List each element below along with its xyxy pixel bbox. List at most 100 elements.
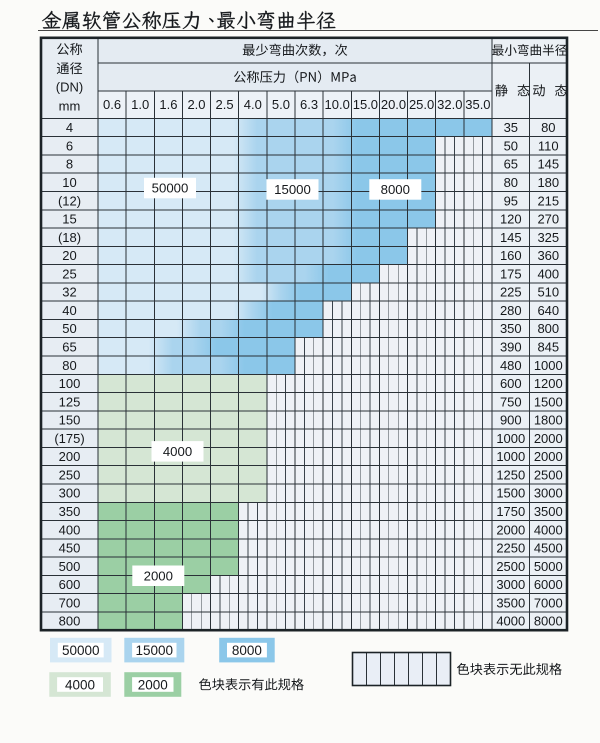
svg-text:1000: 1000: [534, 358, 563, 373]
svg-text:2000: 2000: [138, 677, 168, 692]
svg-text:32.0: 32.0: [437, 97, 462, 112]
svg-text:15: 15: [62, 212, 76, 227]
svg-text:8: 8: [66, 157, 73, 172]
svg-text:350: 350: [500, 321, 522, 336]
svg-text:400: 400: [537, 266, 559, 281]
svg-text:270: 270: [537, 212, 559, 227]
svg-text:600: 600: [59, 577, 81, 592]
svg-text:215: 215: [537, 193, 559, 208]
svg-text:35: 35: [504, 120, 518, 135]
svg-text:25: 25: [62, 266, 76, 281]
svg-text:6000: 6000: [534, 577, 563, 592]
svg-text:325: 325: [537, 230, 559, 245]
svg-text:145: 145: [500, 230, 522, 245]
svg-text:mm: mm: [59, 99, 81, 114]
svg-text:100: 100: [59, 376, 81, 391]
svg-text:1.6: 1.6: [159, 97, 177, 112]
svg-text:32: 32: [62, 285, 76, 300]
svg-text:200: 200: [59, 449, 81, 464]
svg-text:80: 80: [541, 120, 555, 135]
svg-text:4.0: 4.0: [244, 97, 262, 112]
svg-text:4000: 4000: [496, 614, 525, 629]
svg-text:35.0: 35.0: [465, 97, 490, 112]
svg-text:4000: 4000: [163, 444, 192, 459]
svg-text:160: 160: [500, 248, 522, 263]
svg-text:360: 360: [537, 248, 559, 263]
svg-text:125: 125: [59, 394, 81, 409]
svg-text:15000: 15000: [274, 182, 311, 197]
svg-text:480: 480: [500, 358, 522, 373]
svg-text:50: 50: [504, 138, 518, 153]
svg-text:50000: 50000: [152, 181, 189, 196]
svg-text:300: 300: [59, 486, 81, 501]
svg-text:2000: 2000: [534, 449, 563, 464]
svg-text:3000: 3000: [496, 577, 525, 592]
svg-text:8000: 8000: [232, 643, 262, 658]
svg-text:1000: 1000: [496, 431, 525, 446]
svg-text:250: 250: [59, 467, 81, 482]
svg-text:8000: 8000: [381, 182, 410, 197]
svg-text:390: 390: [500, 340, 522, 355]
svg-text:280: 280: [500, 303, 522, 318]
svg-text:6.3: 6.3: [300, 97, 318, 112]
svg-text:3500: 3500: [534, 504, 563, 519]
svg-text:50000: 50000: [62, 643, 100, 658]
svg-text:145: 145: [537, 157, 559, 172]
svg-text:8000: 8000: [534, 614, 563, 629]
svg-text:(DN): (DN): [56, 79, 83, 94]
svg-text:800: 800: [537, 321, 559, 336]
svg-text:4000: 4000: [65, 677, 95, 692]
svg-text:80: 80: [504, 175, 518, 190]
svg-text:6: 6: [66, 138, 73, 153]
svg-text:1500: 1500: [496, 486, 525, 501]
svg-text:2.0: 2.0: [187, 97, 205, 112]
svg-text:15.0: 15.0: [353, 97, 378, 112]
svg-text:65: 65: [62, 340, 76, 355]
svg-text:900: 900: [500, 413, 522, 428]
svg-text:2250: 2250: [496, 541, 525, 556]
svg-text:640: 640: [537, 303, 559, 318]
svg-text:150: 150: [59, 413, 81, 428]
svg-text:10.0: 10.0: [325, 97, 350, 112]
svg-text:180: 180: [537, 175, 559, 190]
svg-text:15000: 15000: [136, 643, 174, 658]
svg-text:1200: 1200: [534, 376, 563, 391]
svg-text:4500: 4500: [534, 541, 563, 556]
svg-text:1500: 1500: [534, 394, 563, 409]
svg-text:95: 95: [504, 193, 518, 208]
svg-text:700: 700: [59, 595, 81, 610]
svg-text:(12): (12): [58, 193, 81, 208]
svg-text:3000: 3000: [534, 486, 563, 501]
svg-text:450: 450: [59, 541, 81, 556]
svg-text:510: 510: [537, 285, 559, 300]
svg-text:1750: 1750: [496, 504, 525, 519]
svg-text:50: 50: [62, 321, 76, 336]
svg-text:110: 110: [538, 138, 559, 153]
svg-text:10: 10: [62, 175, 76, 190]
svg-text:1.0: 1.0: [131, 97, 149, 112]
svg-text:350: 350: [59, 504, 81, 519]
svg-text:1800: 1800: [534, 413, 563, 428]
svg-text:2500: 2500: [496, 559, 525, 574]
svg-text:600: 600: [500, 376, 522, 391]
svg-text:5000: 5000: [534, 559, 563, 574]
svg-text:4000: 4000: [534, 522, 563, 537]
svg-text:400: 400: [59, 522, 81, 537]
svg-text:20: 20: [62, 248, 76, 263]
svg-text:225: 225: [500, 285, 522, 300]
svg-text:175: 175: [500, 266, 522, 281]
svg-text:4: 4: [66, 120, 73, 135]
svg-text:20.0: 20.0: [381, 97, 406, 112]
svg-text:2000: 2000: [144, 569, 173, 584]
svg-text:2.5: 2.5: [216, 97, 234, 112]
svg-text:25.0: 25.0: [409, 97, 434, 112]
svg-text:40: 40: [62, 303, 76, 318]
svg-text:750: 750: [500, 394, 522, 409]
svg-text:(18): (18): [58, 230, 81, 245]
svg-text:(175): (175): [54, 431, 84, 446]
svg-text:7000: 7000: [534, 595, 563, 610]
svg-text:2000: 2000: [534, 431, 563, 446]
svg-text:845: 845: [537, 340, 559, 355]
svg-text:80: 80: [62, 358, 76, 373]
svg-text:1250: 1250: [496, 467, 525, 482]
